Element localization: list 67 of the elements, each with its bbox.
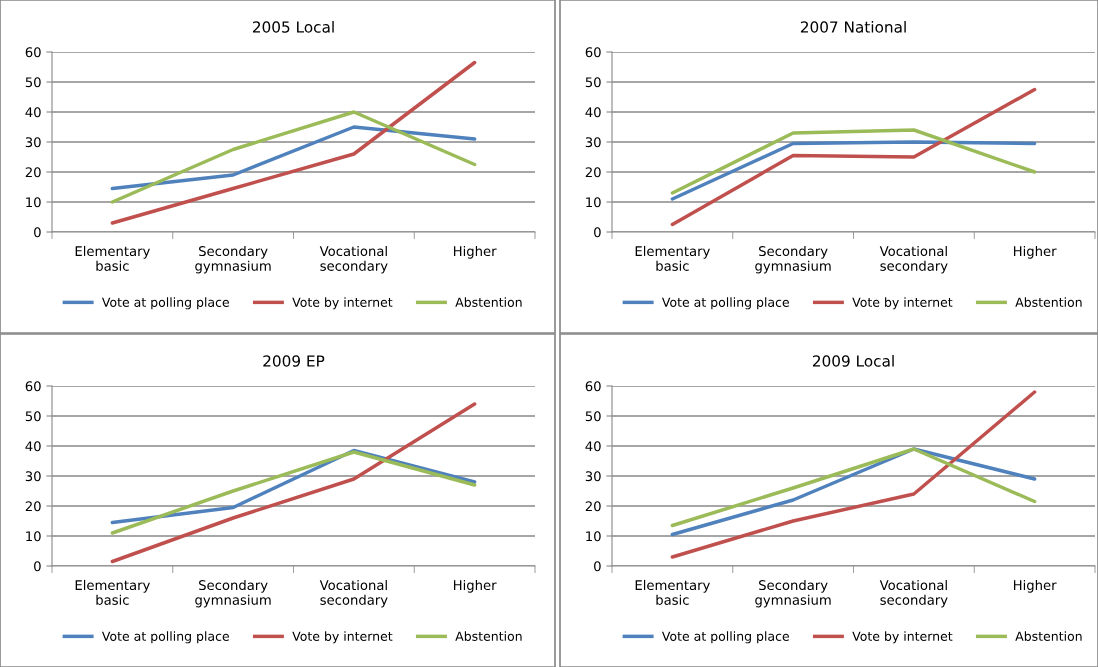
x-tick-label: Vocational secondary	[319, 579, 388, 608]
legend-label: Vote at polling place	[101, 631, 229, 644]
legend-label: Abstention	[1015, 631, 1082, 641]
x-tick-label: Secondary gymnasium	[195, 245, 271, 274]
legend-label: Vote by internet	[852, 297, 953, 310]
legend-label: Vote at polling place	[101, 297, 229, 310]
line-series	[670, 390, 1037, 559]
y-tick-label: 0	[34, 227, 41, 238]
x-tick-label: Elementary basic	[635, 579, 710, 605]
legend-label: Vote by internet	[292, 297, 393, 310]
y-tick-label: 10	[586, 197, 601, 208]
y-tick-label: 50	[585, 77, 601, 88]
y-tick-label: 40	[585, 441, 601, 452]
y-tick-label: 40	[25, 441, 41, 452]
y-tick-label: 0	[34, 561, 41, 572]
x-tick-label: Elementary basic	[75, 245, 150, 271]
x-tick-label: Secondary gymnasium	[755, 245, 831, 274]
chart-title: 2009 EP	[263, 355, 325, 367]
y-tick-label: 60	[25, 381, 41, 392]
y-tick-label: 50	[25, 411, 41, 422]
line-series	[670, 87, 1037, 227]
y-tick-label: 20	[585, 501, 601, 512]
y-tick-label: 20	[25, 167, 41, 178]
legend-label: Abstention	[455, 297, 522, 307]
x-tick-label: Higher	[453, 579, 497, 593]
y-tick-label: 30	[585, 137, 601, 148]
x-tick-label: Vocational secondary	[879, 579, 948, 608]
line-series	[110, 402, 477, 564]
y-tick-label: 40	[585, 107, 601, 118]
y-tick-label: 50	[585, 411, 601, 422]
y-tick-label: 60	[585, 381, 601, 392]
line-series	[670, 128, 1037, 195]
y-tick-label: 20	[25, 501, 41, 512]
y-tick-label: 30	[25, 471, 41, 482]
x-tick-label: Vocational secondary	[879, 245, 948, 274]
legend-label: Vote at polling place	[661, 297, 789, 310]
x-tick-label: Elementary basic	[635, 245, 710, 271]
y-tick-label: 50	[25, 77, 41, 88]
line-series	[110, 110, 477, 204]
legend-label: Vote at polling place	[661, 631, 789, 644]
legend-label: Abstention	[1015, 297, 1082, 307]
y-tick-label: 10	[26, 531, 41, 542]
y-tick-label: 60	[25, 47, 41, 58]
x-tick-label: Higher	[1013, 579, 1057, 593]
chart-title: 2009 Local	[812, 354, 894, 367]
legend-label: Abstention	[455, 631, 522, 641]
y-tick-label: 0	[594, 561, 601, 572]
chart-title: 2007 National	[800, 20, 906, 33]
y-tick-label: 20	[585, 167, 601, 178]
y-tick-label: 30	[25, 137, 41, 148]
x-tick-label: Higher	[1013, 245, 1057, 259]
line-series	[110, 60, 477, 225]
legend-label: Vote by internet	[852, 631, 953, 644]
x-tick-label: Higher	[453, 245, 497, 259]
x-tick-label: Elementary basic	[75, 579, 150, 605]
x-tick-label: Secondary gymnasium	[755, 579, 831, 608]
x-tick-label: Secondary gymnasium	[195, 579, 271, 608]
x-tick-label: Vocational secondary	[319, 245, 388, 274]
y-tick-label: 10	[26, 197, 41, 208]
chart-title: 2005 Local	[252, 20, 334, 33]
line-series	[110, 125, 477, 191]
y-tick-label: 60	[585, 47, 601, 58]
y-tick-label: 0	[594, 227, 601, 238]
y-tick-label: 10	[586, 531, 601, 542]
legend-label: Vote by internet	[292, 631, 393, 644]
y-tick-label: 30	[585, 471, 601, 482]
y-tick-label: 40	[25, 107, 41, 118]
